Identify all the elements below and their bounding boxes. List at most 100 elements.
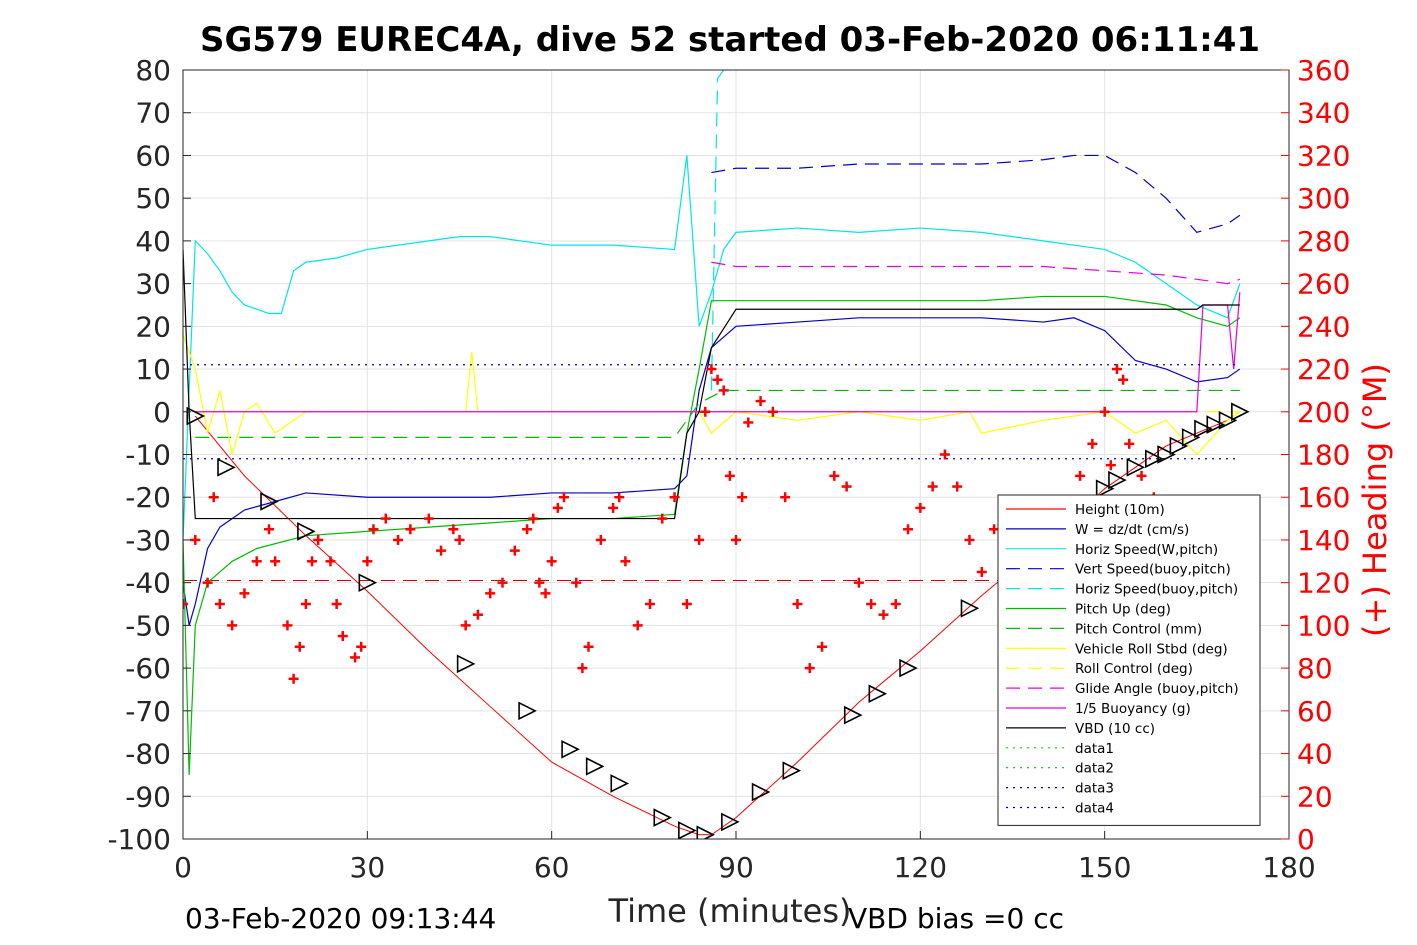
heading-point	[915, 502, 926, 513]
y-tick-label: 10	[135, 353, 171, 386]
y2-tick-label: 60	[1297, 695, 1333, 728]
heading-point	[817, 641, 828, 652]
y2-tick-label: 120	[1297, 567, 1350, 600]
depth-marker	[1206, 415, 1226, 434]
depth-marker	[1194, 419, 1213, 439]
heading-point	[1118, 374, 1129, 385]
heading-point	[841, 481, 852, 492]
heading-point	[694, 534, 705, 545]
heading-point	[731, 534, 741, 545]
heading-point	[202, 577, 213, 588]
y-tick-label: -70	[125, 695, 171, 728]
heading-point	[718, 385, 729, 396]
depth-marker	[518, 701, 537, 721]
y-tick-label: -50	[125, 609, 171, 642]
series-line-4	[710, 70, 730, 391]
legend-label: Horiz Speed(W,pitch)	[1075, 542, 1218, 558]
heading-point	[614, 492, 625, 503]
heading-point	[528, 513, 539, 524]
heading-point	[307, 556, 318, 567]
depth-marker	[960, 599, 980, 618]
heading-point	[952, 481, 963, 492]
y2-tick-label: 320	[1297, 139, 1350, 172]
heading-point	[780, 492, 791, 503]
depth-marker	[358, 573, 378, 592]
heading-point	[454, 534, 465, 545]
legend-label: Pitch Up (deg)	[1075, 602, 1171, 618]
depth-marker	[843, 705, 863, 725]
heading-point	[1105, 460, 1116, 471]
heading-point	[472, 609, 483, 620]
heading-point	[380, 513, 391, 524]
y2-tick-label: 200	[1297, 396, 1350, 429]
depth-marker	[1126, 458, 1146, 477]
legend-label: Roll Control (deg)	[1075, 661, 1193, 677]
y-tick-label: -40	[125, 567, 171, 600]
y-tick-label: -30	[125, 524, 171, 557]
heading-point	[681, 599, 692, 610]
depth-marker	[868, 684, 888, 704]
y-tick-label: -80	[125, 738, 171, 771]
heading-point	[577, 663, 588, 674]
x-tick-label: 120	[894, 851, 947, 884]
heading-point	[509, 545, 520, 556]
heading-point	[657, 513, 668, 524]
y2-tick-label: 360	[1297, 54, 1350, 87]
depth-marker	[751, 782, 771, 802]
depth-marker	[1108, 470, 1127, 490]
heading-point	[362, 556, 373, 567]
y-tick-label: -90	[125, 780, 171, 813]
series-line-6	[195, 389, 1240, 439]
depth-marker	[561, 739, 580, 759]
heading-point	[1111, 364, 1122, 375]
heading-point	[325, 556, 336, 567]
y2-tick-label: 280	[1297, 225, 1350, 258]
legend-label: data4	[1075, 801, 1114, 817]
x-tick-label: 60	[534, 851, 570, 884]
heading-point	[368, 524, 379, 535]
heading-point	[393, 534, 404, 545]
heading-point	[208, 492, 219, 503]
legend-box	[997, 494, 1261, 826]
depth-marker	[1145, 449, 1164, 469]
heading-point	[183, 599, 188, 610]
heading-point	[190, 534, 201, 545]
heading-point	[522, 524, 533, 535]
heading-point	[927, 481, 938, 492]
footer-vbd-bias: VBD bias =0 cc	[848, 902, 1064, 935]
depth-marker	[1181, 428, 1201, 447]
y2-tick-label: 100	[1297, 609, 1350, 642]
heading-point	[700, 406, 711, 417]
y-tick-label: -10	[125, 439, 171, 472]
heading-point	[620, 556, 631, 567]
heading-point	[337, 631, 348, 642]
y-tick-label: 30	[135, 268, 171, 301]
x-tick-label: 180	[1262, 851, 1315, 884]
heading-point	[294, 641, 305, 652]
heading-point	[405, 524, 416, 535]
heading-point	[792, 599, 803, 610]
heading-point	[534, 577, 545, 588]
depth-marker	[456, 654, 476, 674]
depth-marker	[217, 458, 236, 477]
y-tick-label: 80	[135, 54, 171, 87]
y2-tick-label: 300	[1297, 182, 1350, 215]
depth-marker	[297, 522, 316, 541]
y2-tick-label: 0	[1297, 823, 1315, 856]
x-tick-label: 30	[350, 851, 386, 884]
depth-marker	[782, 761, 802, 780]
heading-point	[448, 524, 459, 535]
heading-point	[1124, 438, 1135, 449]
legend-label: data1	[1075, 741, 1114, 757]
heading-point	[1087, 438, 1098, 449]
heading-point	[767, 406, 778, 417]
heading-point	[546, 556, 557, 567]
heading-point	[903, 524, 914, 535]
depth-marker	[899, 658, 918, 678]
heading-point	[989, 524, 1000, 535]
heading-point	[251, 556, 262, 567]
heading-point	[737, 492, 748, 503]
heading-point	[288, 673, 299, 684]
legend: Height (10m) W = dz/dt (cm/s) Horiz Speed(…	[997, 494, 1261, 826]
series-line-11	[183, 249, 1240, 520]
